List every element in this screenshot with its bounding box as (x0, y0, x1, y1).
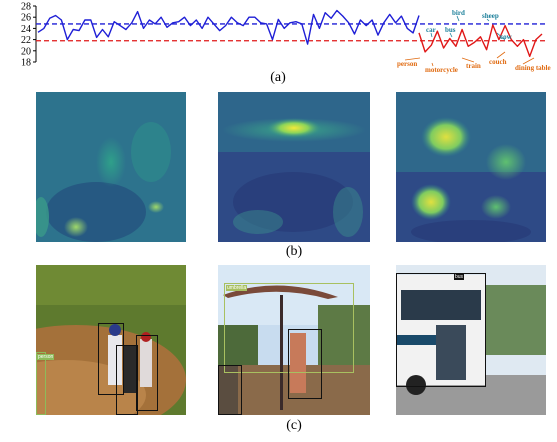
annotation-leader (449, 32, 453, 38)
photo-baseball: person (36, 265, 186, 415)
annotation-orange: dining table (515, 64, 551, 72)
annotation-leader (496, 51, 506, 59)
y-tick-label: 18 (21, 58, 31, 69)
annotation-teal: car (426, 26, 436, 34)
red-series-line (418, 24, 543, 58)
annotation-leader (404, 57, 421, 61)
detection-box (36, 352, 46, 415)
annotation-teal: bird (452, 9, 465, 17)
annotation-leader (431, 62, 434, 67)
y-tick-label: 28 (21, 2, 31, 13)
series-lines (37, 9, 543, 58)
annotation-leader (456, 15, 460, 22)
detection-box (218, 365, 242, 415)
y-tick-label: 24 (21, 24, 31, 35)
detection-box (224, 283, 354, 373)
heatmap-1 (33, 92, 186, 242)
detection-box (396, 273, 486, 387)
heatmap-3 (396, 92, 546, 244)
reference-lines (36, 23, 546, 42)
detection-box (98, 323, 124, 395)
y-tick-label: 26 (21, 13, 31, 24)
caption-a: (a) (270, 70, 286, 85)
annotation-leader (522, 57, 535, 65)
detection-box (288, 329, 322, 399)
photo-bus: bus (396, 265, 546, 415)
annotation-orange: couch (489, 58, 507, 66)
annotation-orange: motorcycle (425, 66, 458, 74)
annotation-leader (496, 32, 506, 41)
heatmap-2 (218, 92, 370, 242)
blue-series-line (37, 9, 420, 45)
annotation-orange: train (466, 62, 481, 70)
detection-box (136, 335, 158, 411)
annotation-leader (486, 18, 490, 22)
detection-box (116, 345, 138, 415)
annotation-teal: cow (500, 33, 513, 41)
annotation-leader (461, 57, 475, 63)
annotation-teal: bus (445, 26, 456, 34)
y-tick-label: 20 (21, 46, 31, 57)
detection-label: person (37, 354, 55, 360)
annotations: bird sheep car bus cow person motorcycle train c… (397, 9, 551, 74)
photo-patio: umbrella (218, 265, 370, 415)
detection-label: umbrella (226, 285, 248, 291)
annotation-orange: person (397, 60, 417, 68)
caption-b: (b) (285, 244, 303, 259)
detection-label: bus (454, 274, 465, 280)
annotation-teal: sheep (482, 12, 499, 20)
annotation-leader (430, 32, 433, 38)
y-tick-label: 22 (21, 35, 31, 46)
caption-c: (c) (286, 418, 302, 433)
